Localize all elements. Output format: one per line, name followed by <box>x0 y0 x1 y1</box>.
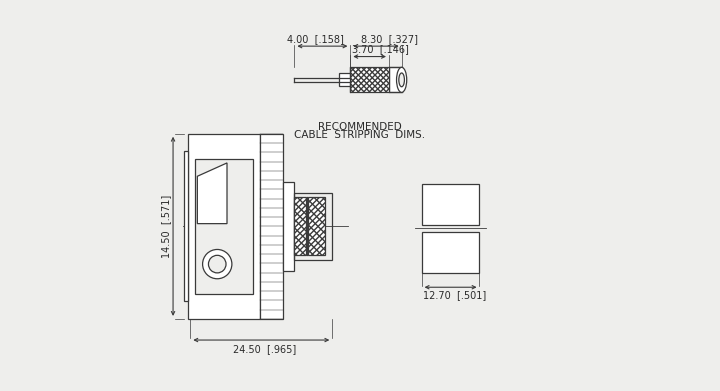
Bar <box>308 197 325 255</box>
Bar <box>351 67 389 92</box>
Polygon shape <box>197 163 227 224</box>
Bar <box>184 151 189 301</box>
Bar <box>294 197 306 255</box>
Bar <box>189 134 260 319</box>
Text: 14.50  [.571]: 14.50 [.571] <box>161 195 171 258</box>
Bar <box>283 182 294 271</box>
Circle shape <box>202 249 232 279</box>
Text: CABLE  STRIPPING  DIMS.: CABLE STRIPPING DIMS. <box>294 130 426 140</box>
Circle shape <box>209 255 226 273</box>
Bar <box>260 134 283 319</box>
Bar <box>294 197 306 255</box>
Bar <box>389 67 402 92</box>
Bar <box>422 184 480 225</box>
Text: 12.70  [.501]: 12.70 [.501] <box>423 291 486 300</box>
Text: 8.30  [.327]: 8.30 [.327] <box>361 34 418 44</box>
Bar <box>308 197 325 255</box>
Ellipse shape <box>397 67 407 92</box>
Text: 4.00  [.158]: 4.00 [.158] <box>287 34 344 44</box>
Bar <box>195 159 253 294</box>
Text: RECOMMENDED: RECOMMENDED <box>318 122 402 132</box>
Bar <box>351 67 389 92</box>
Text: 3.70  [.146]: 3.70 [.146] <box>352 44 409 54</box>
Ellipse shape <box>399 73 405 87</box>
Bar <box>339 74 351 86</box>
Text: 24.50  [.965]: 24.50 [.965] <box>233 344 296 354</box>
Bar <box>422 232 480 273</box>
Bar <box>294 193 332 260</box>
